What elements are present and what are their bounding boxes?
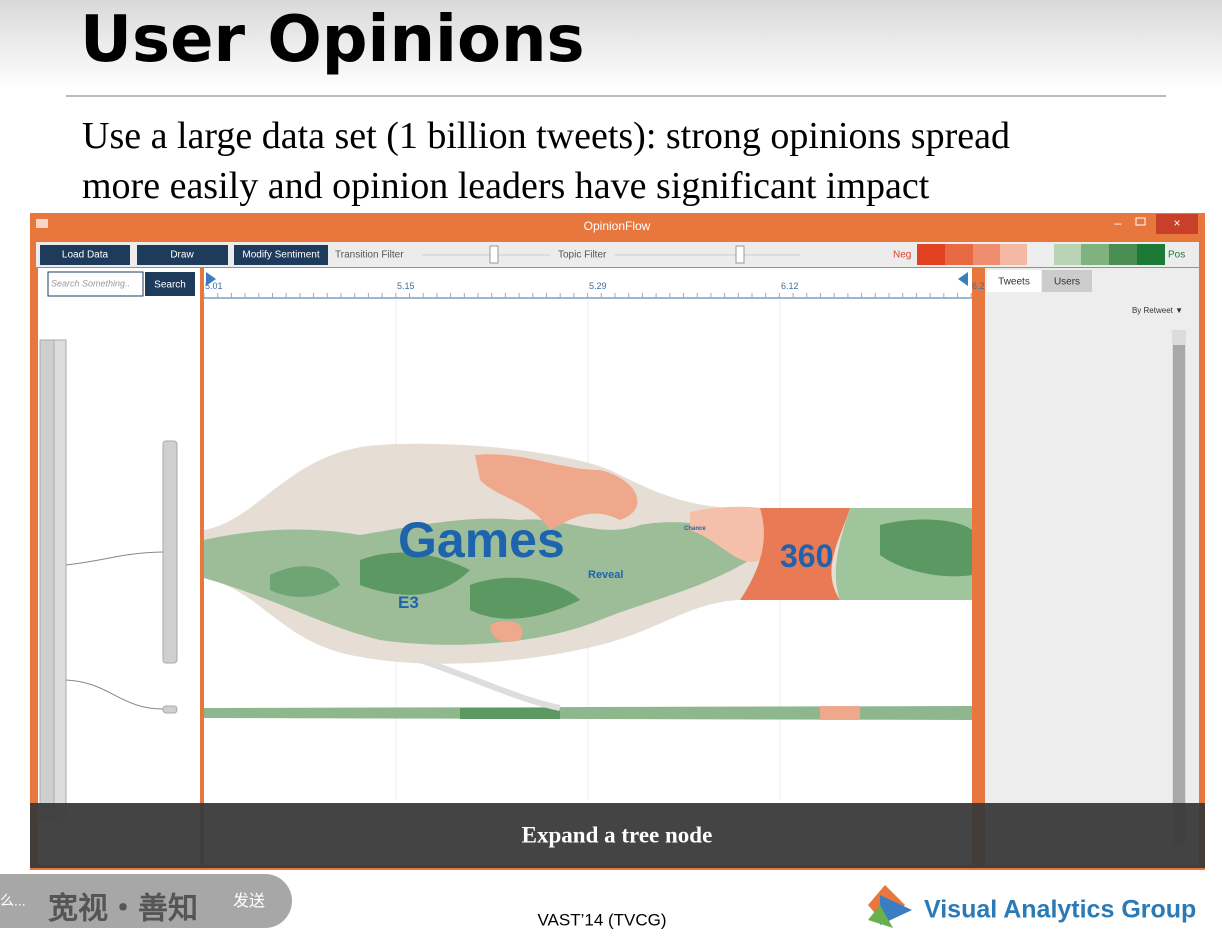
caption-bar	[30, 803, 1205, 868]
timeline-handle[interactable]	[958, 272, 968, 286]
close[interactable]	[1156, 214, 1198, 234]
toolbar-button[interactable]	[137, 245, 228, 265]
search-button-label: Search	[154, 280, 186, 291]
slider-thumb[interactable]	[489, 245, 499, 264]
timeline-label: 6.2	[972, 281, 985, 291]
tree-node[interactable]	[162, 705, 178, 714]
slide-title: User Opinions	[80, 3, 585, 77]
legend-neg: Neg	[893, 250, 911, 261]
side-panel	[985, 268, 1199, 865]
overlay-pill	[0, 874, 292, 928]
topic-label: Games	[398, 512, 565, 568]
sentiment-legend	[917, 244, 1165, 265]
sort-menu[interactable]: By Retweet ▼	[1132, 306, 1183, 315]
window-title: OpinionFlow	[584, 219, 651, 233]
tab-label: Tweets	[998, 277, 1030, 288]
topic-label: 360	[780, 538, 833, 574]
tree-root-bar	[53, 339, 67, 821]
topic-label: Reveal	[588, 569, 623, 581]
toolbar-button[interactable]	[234, 245, 328, 265]
button-label: Draw	[170, 250, 194, 261]
window-icon	[36, 219, 48, 228]
subtitle-line: more easily and opinion leaders have sig…	[82, 165, 930, 207]
subtitle-line: Use a large data set (1 billion tweets):…	[82, 115, 1010, 157]
close-x: ×	[1173, 216, 1180, 230]
tab-active[interactable]	[987, 270, 1041, 292]
filter-label: Topic Filter	[558, 250, 607, 261]
timeline-label: 5.29	[589, 281, 607, 291]
legend-pos: Pos	[1168, 250, 1185, 261]
timeline-label: 6.12	[781, 281, 799, 291]
slider-thumb[interactable]	[735, 245, 745, 264]
topic-flow	[204, 443, 972, 720]
slide-header-bg	[0, 0, 1222, 90]
topic-label: Chance	[684, 526, 706, 532]
tab-label: Users	[1054, 277, 1080, 288]
timeline-label: 5.01	[205, 281, 223, 291]
search-placeholder: Search Something..	[51, 278, 130, 288]
tab[interactable]	[1042, 270, 1092, 292]
minimize[interactable]: –	[1114, 215, 1122, 230]
maximize[interactable]	[1135, 217, 1146, 226]
search-input[interactable]	[47, 271, 144, 297]
tree-node[interactable]	[162, 440, 178, 664]
tree-edge	[65, 551, 164, 566]
button-label: Load Data	[62, 250, 109, 261]
search-button[interactable]	[145, 272, 195, 296]
venue: VAST’14 (TVCG)	[537, 910, 666, 929]
tree-edge	[65, 679, 164, 710]
scroll-thumb[interactable]	[1173, 345, 1185, 845]
overlay-send[interactable]: 发送	[233, 892, 265, 910]
logo-icon	[868, 885, 912, 928]
overlay-text: 宽视・善知	[48, 892, 198, 927]
button-label: Modify Sentiment	[242, 250, 319, 261]
timeline-handle[interactable]	[206, 272, 216, 286]
filter-label: Transition Filter	[335, 250, 404, 261]
toolbar-button[interactable]	[40, 245, 130, 265]
timeline-label: 5.15	[397, 281, 415, 291]
caption: Expand a tree node	[522, 822, 713, 847]
topic-label: E3	[398, 593, 419, 612]
overlay-prefix: 么...	[0, 893, 26, 909]
logo-text: Visual Analytics Group	[924, 896, 1196, 924]
timeline-ticks	[203, 293, 972, 298]
tree-root-bar	[39, 339, 55, 821]
